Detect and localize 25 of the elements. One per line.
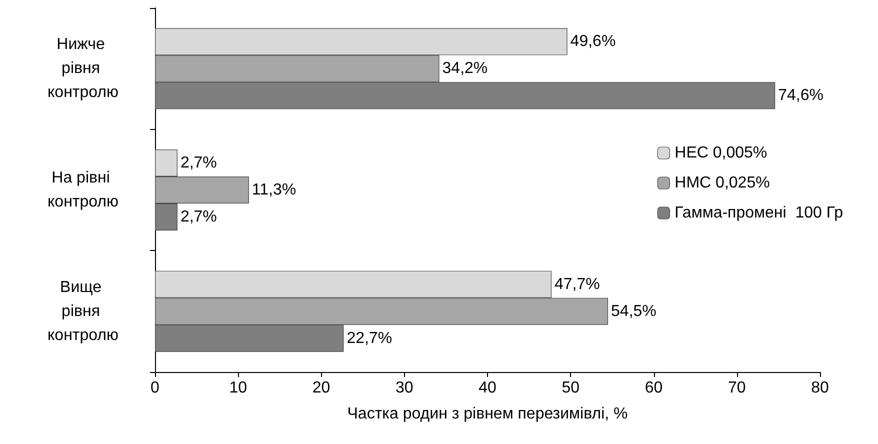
x-tick-label: 40: [478, 380, 496, 396]
y-tick-label: Вище рівня контролю: [47, 278, 119, 344]
x-tick-label: 10: [229, 380, 248, 396]
y-tick-label: Нижче рівня контролю: [47, 36, 119, 102]
data-label: 2,7%: [180, 154, 217, 172]
data-label: 54,5%: [611, 302, 656, 320]
data-label: 47,7%: [554, 276, 600, 293]
y-tick-label: На рівні контролю: [47, 170, 119, 210]
data-label: 49,6%: [570, 33, 616, 50]
x-tick-label: 50: [562, 380, 580, 396]
data-label: 11,3%: [252, 182, 296, 198]
data-label: 74,6%: [778, 87, 824, 104]
legend-label: Гамма-промені 100 Гр: [674, 204, 844, 222]
data-label: 2,7%: [180, 208, 217, 226]
data-label: 22,7%: [346, 330, 392, 347]
legend-label: НМС 0,025%: [674, 174, 770, 192]
x-tick-label: 0: [150, 380, 160, 396]
x-axis-title: Частка родин з рівнем перезимівлі, %: [347, 406, 628, 422]
x-tick-label: 20: [312, 380, 330, 396]
x-tick-label: 80: [811, 380, 829, 396]
x-tick-label: 60: [644, 380, 663, 396]
legend-label: НЕС 0,005%: [674, 144, 768, 162]
data-label: 34,2%: [442, 60, 488, 78]
x-tick-label: 30: [395, 380, 414, 396]
x-tick-label: 70: [728, 380, 746, 396]
